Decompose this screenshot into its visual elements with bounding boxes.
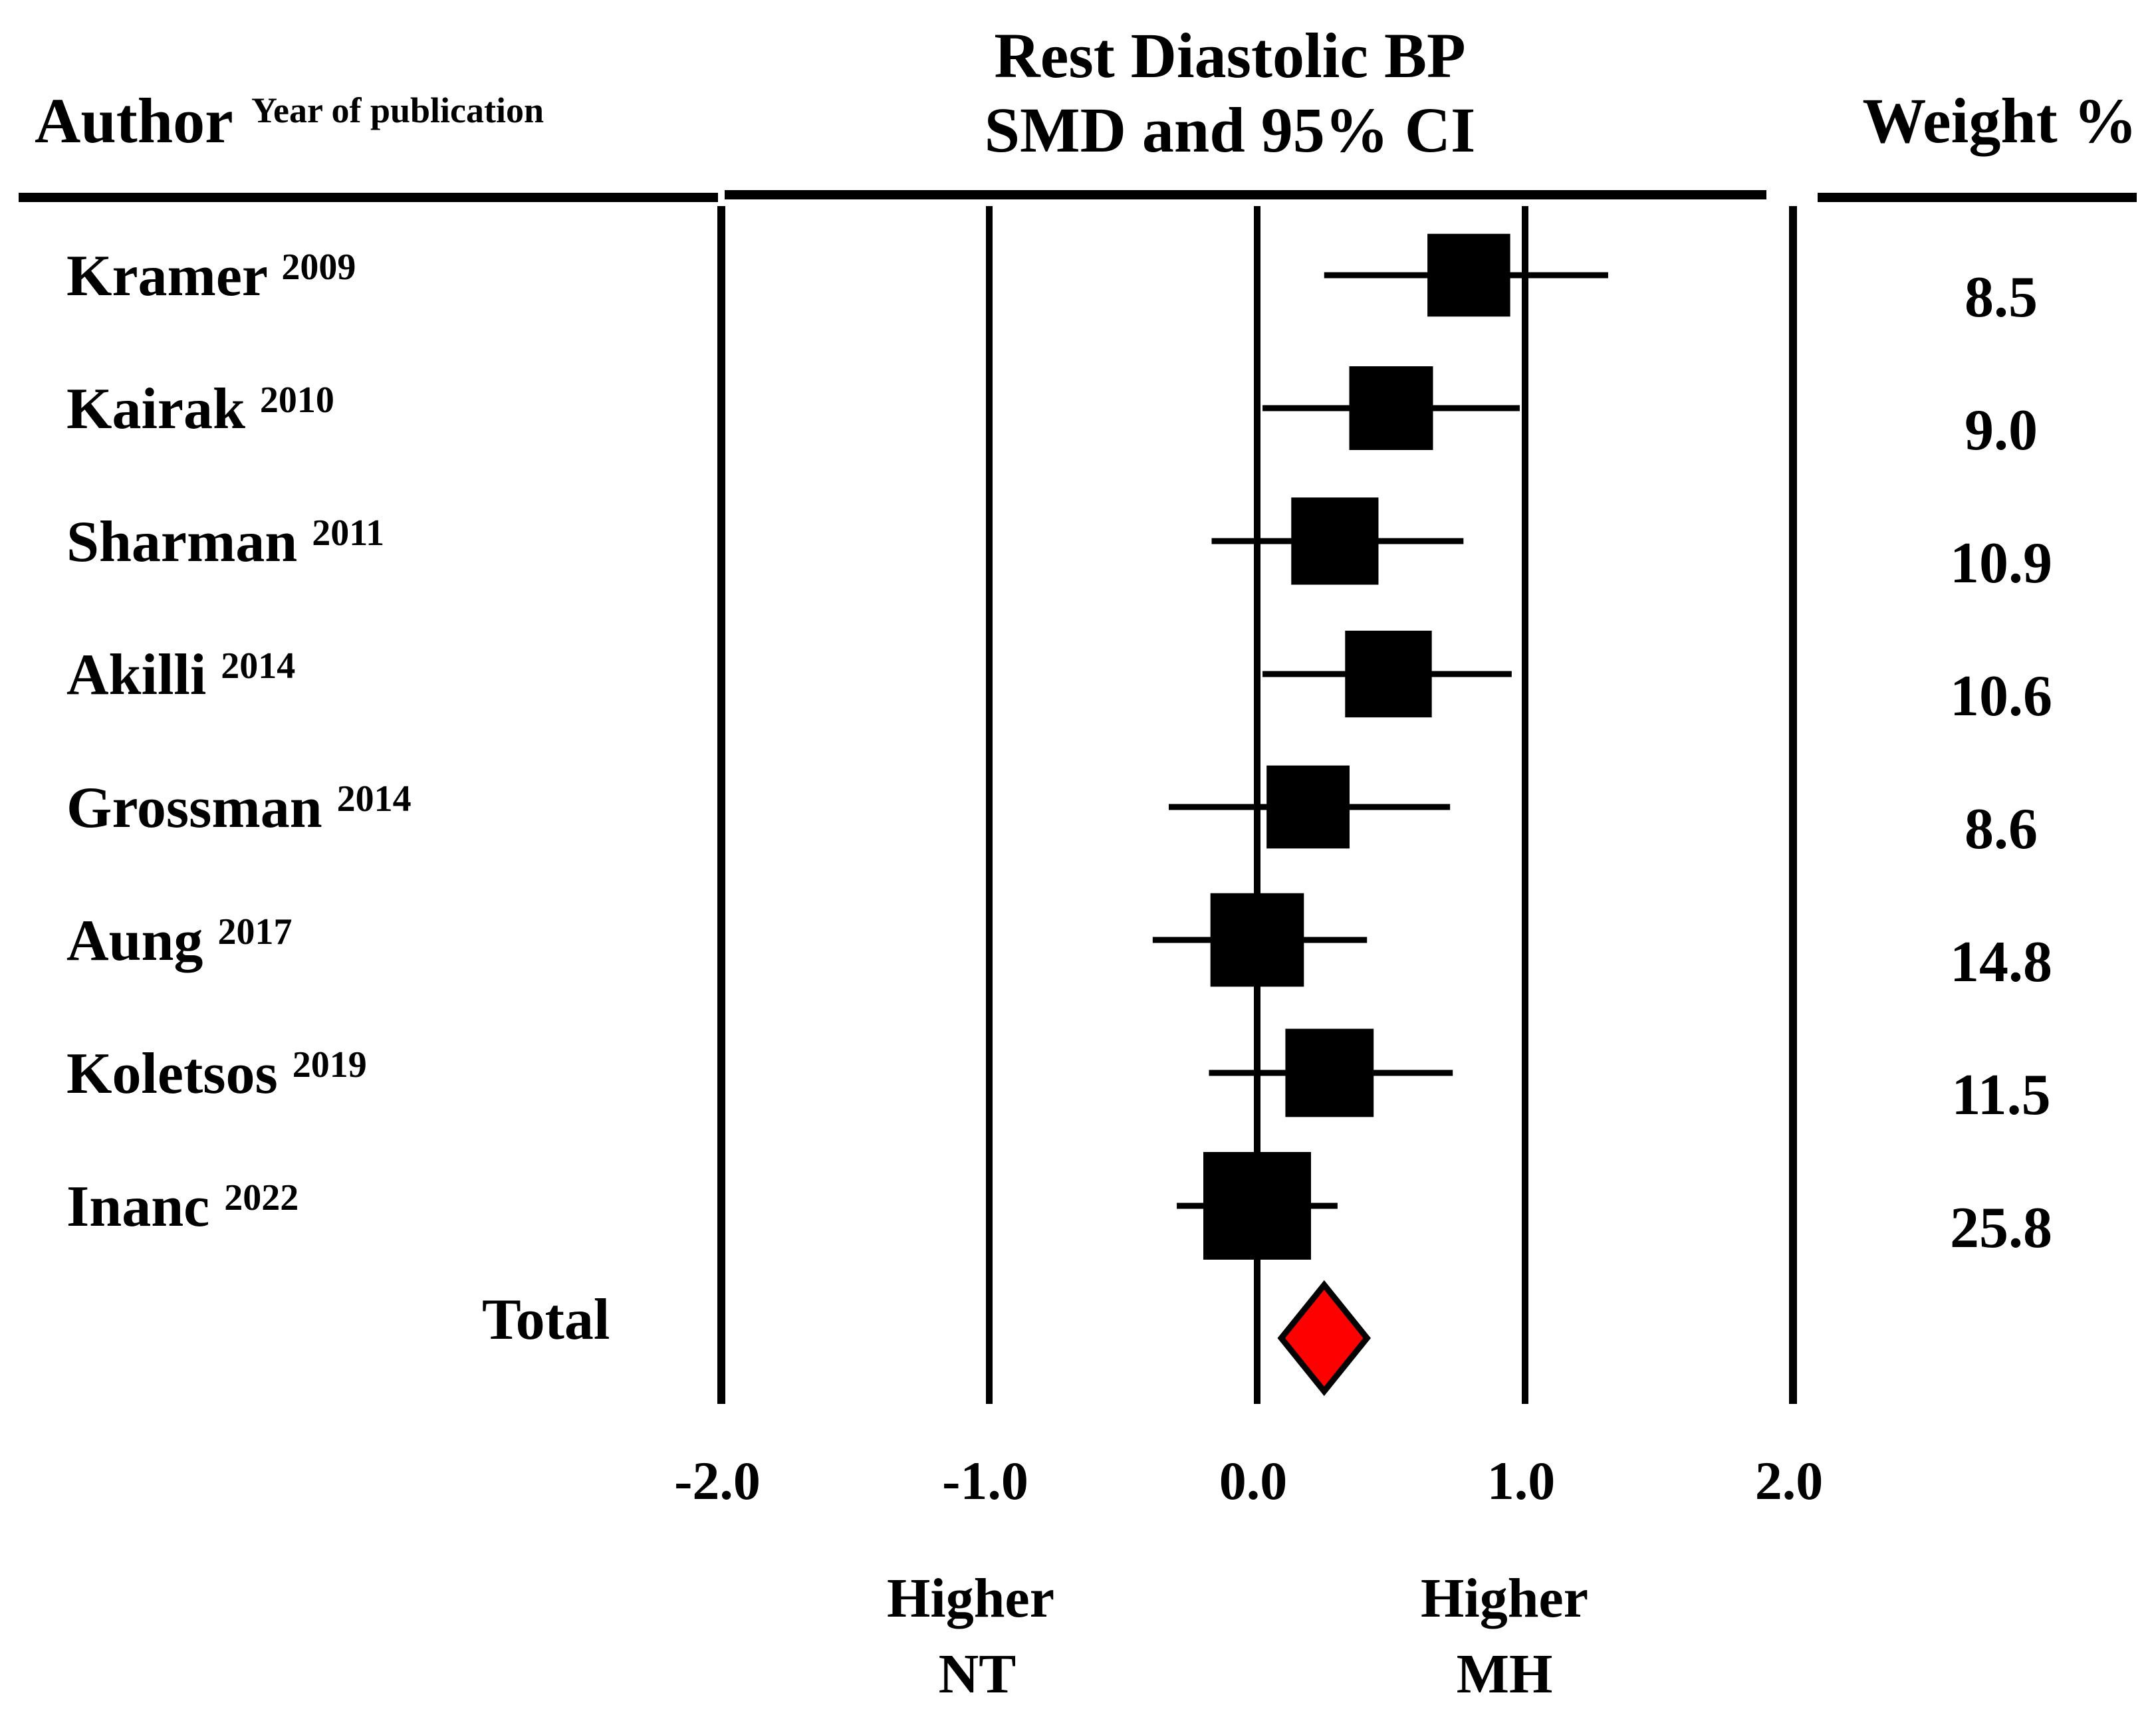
study-point-estimate [1210, 893, 1304, 987]
study-row: Grossman 2014 8.6 [66, 765, 2038, 862]
total-label: Total [482, 1288, 610, 1352]
chart-title: Rest Diastolic BP [994, 20, 1465, 91]
study-row: Koletsos 2019 11.5 [66, 1028, 2051, 1127]
study-rows: Kramer 2009 8.5 Kairak 2010 9.0 Sharman 2011… [66, 233, 2052, 1260]
study-row: Sharman 2011 10.9 [66, 497, 2052, 596]
study-point-estimate [1285, 1028, 1374, 1117]
study-year: 2009 [281, 247, 356, 288]
study-year: 2014 [221, 645, 295, 687]
x-axis-tick-labels: -2.0 -1.0 0.0 1.0 2.0 [674, 1450, 1823, 1511]
study-point-estimate [1291, 497, 1379, 585]
favors-left-line2: NT [939, 1643, 1017, 1705]
study-row: Inanc 2022 25.8 [66, 1152, 2052, 1260]
study-year: 2014 [337, 778, 412, 820]
study-year: 2017 [217, 911, 292, 953]
tick-label: 0.0 [1219, 1450, 1288, 1511]
tick-label: -1.0 [942, 1450, 1028, 1511]
favors-right-line2: MH [1457, 1643, 1553, 1705]
tick-label: 2.0 [1755, 1450, 1824, 1511]
study-row: Kramer 2009 8.5 [66, 233, 2038, 330]
tick-label: 1.0 [1487, 1450, 1556, 1511]
study-point-estimate [1427, 233, 1510, 317]
study-weight: 10.6 [1950, 664, 2052, 729]
study-point-estimate [1203, 1152, 1311, 1260]
study-author: Kramer 2009 [66, 244, 356, 308]
study-point-estimate [1349, 366, 1433, 450]
study-author: Grossman 2014 [66, 776, 412, 840]
year-header: Year of publication [251, 90, 544, 130]
study-weight: 9.0 [1965, 398, 2038, 463]
study-weight: 8.6 [1965, 797, 2038, 862]
study-point-estimate [1266, 765, 1350, 849]
author-header: Author [35, 85, 233, 156]
study-row: Kairak 2010 9.0 [66, 366, 2038, 463]
favors-left-line1: Higher [887, 1567, 1054, 1629]
study-year: 2010 [260, 380, 334, 421]
study-author: Inanc 2022 [66, 1175, 299, 1239]
study-row: Akilli 2014 10.6 [66, 630, 2052, 729]
tick-label: -2.0 [674, 1450, 761, 1511]
study-year: 2019 [293, 1044, 367, 1086]
study-weight: 8.5 [1965, 265, 2038, 330]
chart-subtitle: SMD and 95% CI [985, 94, 1476, 166]
study-author: Akilli 2014 [66, 643, 295, 707]
study-point-estimate [1345, 630, 1432, 718]
study-weight: 14.8 [1950, 930, 2052, 994]
study-row: Aung 2017 14.8 [66, 893, 2052, 994]
weight-header: Weight % [1862, 85, 2137, 156]
study-weight: 10.9 [1950, 531, 2052, 596]
study-author: Sharman 2011 [66, 510, 384, 574]
study-year: 2011 [312, 513, 384, 554]
study-year: 2022 [224, 1177, 299, 1218]
total-row: Total [482, 1280, 1372, 1397]
study-weight: 11.5 [1951, 1063, 2050, 1127]
favors-right-line1: Higher [1421, 1567, 1588, 1629]
study-author: Kairak 2010 [66, 377, 334, 441]
study-weight: 25.8 [1950, 1196, 2052, 1260]
study-author: Koletsos 2019 [66, 1042, 367, 1106]
study-author: Aung 2017 [66, 909, 292, 973]
total-diamond [1277, 1280, 1372, 1397]
